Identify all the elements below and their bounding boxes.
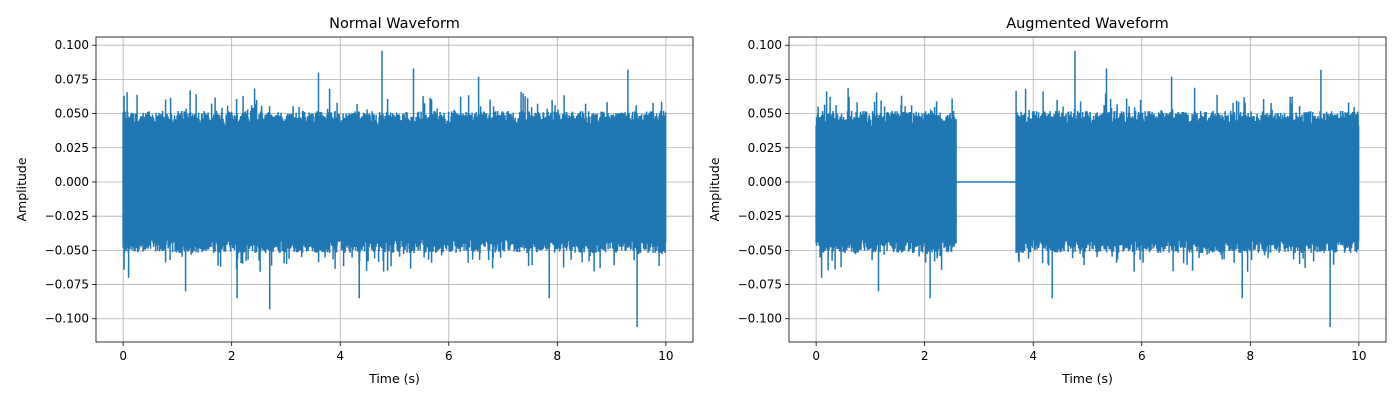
x-tick-label: 0 bbox=[119, 349, 127, 363]
y-tick-label: 0.050 bbox=[55, 107, 89, 121]
x-tick-label: 2 bbox=[921, 349, 929, 363]
y-tick-label: −0.050 bbox=[738, 243, 782, 257]
y-tick-label: −0.075 bbox=[738, 278, 782, 292]
y-axis-label: Amplitude bbox=[14, 157, 29, 221]
y-tick-label: 0.025 bbox=[55, 141, 89, 155]
y-tick-label: −0.050 bbox=[45, 243, 89, 257]
x-axis-label: Time (s) bbox=[1061, 371, 1113, 386]
augmented-waveform-panel: 0 2 4 6 8 10 −0.100 −0.075 −0.050 −0.025 0.000 0.02… bbox=[707, 16, 1387, 386]
y-tick-label: 0.025 bbox=[748, 141, 782, 155]
x-tick-label: 4 bbox=[336, 349, 344, 363]
y-tick-label: 0.100 bbox=[748, 38, 782, 52]
y-tick-label: −0.075 bbox=[45, 278, 89, 292]
chart-title: Augmented Waveform bbox=[1006, 16, 1169, 32]
axes-frame bbox=[788, 36, 1387, 343]
waveform-line bbox=[815, 50, 1360, 327]
x-tick-label: 6 bbox=[1138, 349, 1146, 363]
y-tick-label: 0.075 bbox=[55, 72, 89, 86]
y-tick-label: 0.000 bbox=[55, 175, 89, 189]
y-axis-label: Amplitude bbox=[707, 157, 722, 221]
x-axis-label: Time (s) bbox=[368, 371, 420, 386]
y-tick-label: −0.100 bbox=[738, 312, 782, 326]
y-tick-label: 0.075 bbox=[748, 72, 782, 86]
x-tick-label: 0 bbox=[812, 349, 820, 363]
y-tick-label: −0.025 bbox=[45, 209, 89, 223]
x-tick-label: 4 bbox=[1029, 349, 1037, 363]
y-tick-label: −0.100 bbox=[45, 312, 89, 326]
x-tick-label: 10 bbox=[658, 349, 673, 363]
y-tick-label: 0.000 bbox=[748, 175, 782, 189]
y-tick-label: 0.050 bbox=[748, 107, 782, 121]
y-tick-label: −0.025 bbox=[738, 209, 782, 223]
y-tick-label: 0.100 bbox=[55, 38, 89, 52]
waveform-line bbox=[122, 50, 667, 327]
chart-title: Normal Waveform bbox=[329, 16, 460, 32]
x-tick-label: 8 bbox=[553, 349, 561, 363]
x-tick-label: 2 bbox=[228, 349, 236, 363]
normal-waveform-panel: 0 2 4 6 8 10 −0.100 −0.075 −0.050 −0.025 0.000 0.02… bbox=[14, 16, 694, 386]
x-tick-label: 10 bbox=[1351, 349, 1366, 363]
x-tick-label: 6 bbox=[445, 349, 453, 363]
axes-frame bbox=[95, 36, 694, 343]
x-tick-label: 8 bbox=[1246, 349, 1254, 363]
